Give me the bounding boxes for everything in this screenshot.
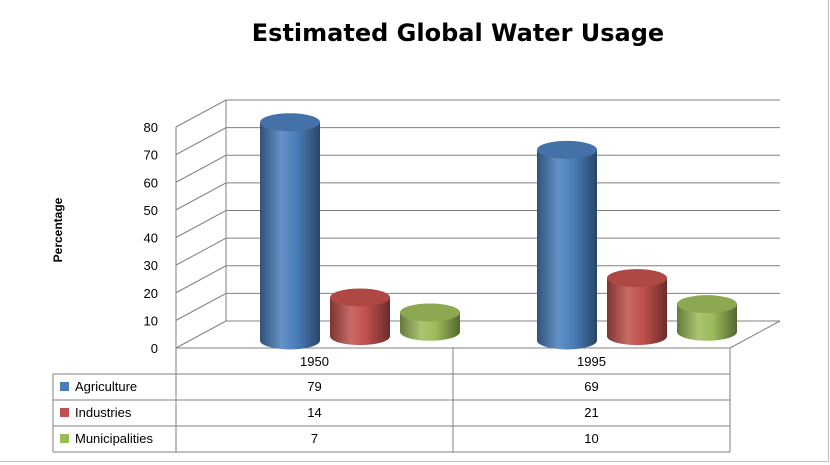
y-tick-label: 70 xyxy=(144,148,158,163)
bar-body xyxy=(330,297,390,346)
data-label: 79 xyxy=(307,379,321,394)
legend-swatch xyxy=(60,434,69,443)
data-table: 1950 1995 Agriculture 79 69 Industries 14 21 Mun… xyxy=(52,348,731,453)
y-tick-label: 20 xyxy=(144,286,158,301)
y-axis-ticks: 0 10 20 30 40 50 60 70 80 xyxy=(144,120,177,356)
bar-top xyxy=(677,295,737,314)
x-category-label: 1995 xyxy=(577,354,606,369)
data-label: 10 xyxy=(584,431,598,446)
y-tick-label: 80 xyxy=(144,120,158,135)
legend-swatch xyxy=(60,408,69,417)
y-tick-label: 40 xyxy=(144,231,158,246)
bar-top xyxy=(330,288,390,307)
legend-entry: Municipalities xyxy=(75,431,154,446)
y-tick-label: 10 xyxy=(144,313,158,328)
bar-agriculture-1995 xyxy=(537,140,597,350)
bar-municipalities-1995 xyxy=(677,295,737,341)
data-label: 14 xyxy=(307,405,321,420)
data-label: 21 xyxy=(584,405,598,420)
bar-body xyxy=(537,149,597,350)
gridline xyxy=(175,127,780,156)
data-label: 69 xyxy=(584,379,598,394)
floor-left-edge xyxy=(175,320,227,349)
bar-agriculture-1950 xyxy=(260,113,320,350)
y-tick-label: 0 xyxy=(151,341,158,356)
bar-industries-1995 xyxy=(607,269,667,346)
legend-entry: Agriculture xyxy=(75,379,137,394)
floor-right-edge xyxy=(729,320,781,349)
chart-title: Estimated Global Water Usage xyxy=(252,19,664,47)
bar-body xyxy=(260,122,320,350)
bar-body xyxy=(607,278,667,346)
legend-swatch xyxy=(60,382,69,391)
data-label: 7 xyxy=(311,431,318,446)
bar-top xyxy=(537,140,597,159)
bar-top xyxy=(400,303,460,322)
y-tick-label: 60 xyxy=(144,175,158,190)
y-axis-label: Percentage xyxy=(51,197,65,262)
bar-body xyxy=(677,304,737,341)
legend-entry: Industries xyxy=(75,405,132,420)
gridline xyxy=(175,99,780,128)
bar-industries-1950 xyxy=(330,288,390,346)
bars xyxy=(260,113,737,350)
bar-top xyxy=(260,113,320,132)
x-category-label: 1950 xyxy=(300,354,329,369)
y-tick-label: 30 xyxy=(144,258,158,273)
y-tick-label: 50 xyxy=(144,203,158,218)
bar-top xyxy=(607,269,667,288)
bar-municipalities-1950 xyxy=(400,303,460,341)
